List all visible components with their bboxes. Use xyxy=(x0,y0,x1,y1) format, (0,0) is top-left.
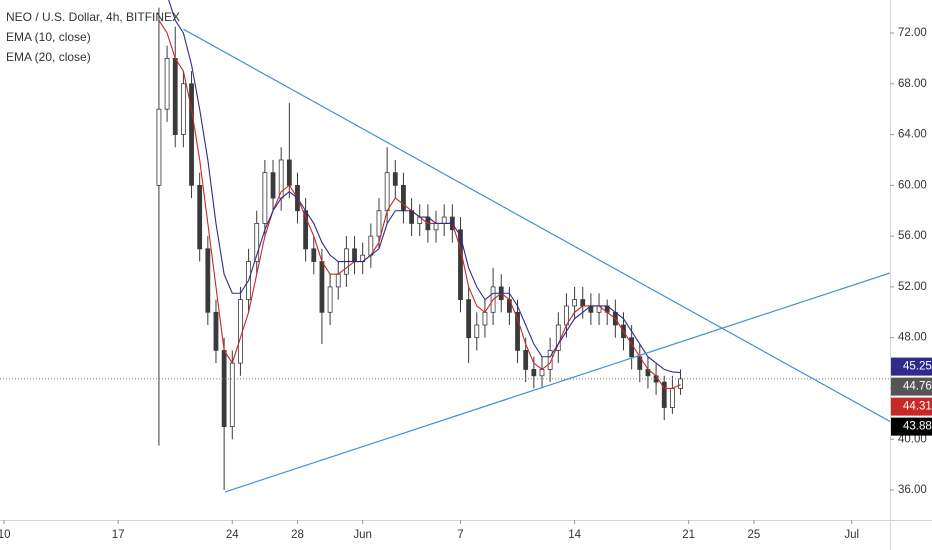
candle-body xyxy=(286,159,292,186)
y-tick-label: 64.00 xyxy=(898,129,927,141)
price-tag xyxy=(891,377,932,396)
price-tag-label: 43.88 xyxy=(903,421,932,433)
candle-body xyxy=(254,223,260,262)
x-tick-label: 10 xyxy=(0,529,10,541)
legend-entry: EMA (10, close) xyxy=(6,30,91,44)
candle-body xyxy=(229,362,235,427)
y-tick-label: 52.00 xyxy=(898,281,927,293)
x-tick-label: 7 xyxy=(457,529,463,541)
y-tick-label: 56.00 xyxy=(898,230,927,242)
candle-body xyxy=(205,248,211,313)
candle-body xyxy=(319,261,325,313)
candle-body xyxy=(221,349,227,427)
legend-entry: EMA (20, close) xyxy=(6,50,91,64)
trend-line xyxy=(224,272,890,493)
candle-body xyxy=(531,369,537,377)
x-tick-label: 28 xyxy=(291,529,304,541)
axes: 36.0040.0044.0048.0052.0056.0060.0064.00… xyxy=(0,27,932,541)
price-tag xyxy=(891,417,932,436)
candle-body xyxy=(474,324,480,339)
price-tag xyxy=(891,357,932,376)
y-tick-label: 68.00 xyxy=(898,78,927,90)
candle-body xyxy=(384,172,390,212)
candle-body xyxy=(352,248,357,262)
candle-body xyxy=(433,223,439,231)
candle-body xyxy=(572,299,577,307)
candle-body xyxy=(458,229,463,301)
candle-body xyxy=(172,57,178,135)
candle-body xyxy=(327,286,333,313)
chart-title: NEO / U.S. Dollar, 4h, BITFINEX xyxy=(6,10,180,24)
candle-body xyxy=(311,248,317,262)
candle-body xyxy=(238,299,243,364)
candle-body xyxy=(669,388,675,408)
price-tag-label: 44.31 xyxy=(903,401,932,413)
candle-body xyxy=(441,216,447,224)
y-tick-label: 48.00 xyxy=(898,332,927,344)
x-tick-label: 25 xyxy=(747,529,760,541)
candle-body xyxy=(409,210,414,224)
candle-body xyxy=(376,210,382,237)
candle-body xyxy=(523,349,529,370)
candle-body xyxy=(678,378,683,389)
candle-body xyxy=(482,311,488,326)
candle-body xyxy=(156,108,162,186)
candle-body xyxy=(580,299,586,307)
price-tag-label: 45.25 xyxy=(903,361,932,373)
y-tick-label: 36.00 xyxy=(898,484,927,496)
y-tick-label: 40.00 xyxy=(898,433,927,445)
candle-body xyxy=(335,273,341,288)
candle-body xyxy=(213,311,219,351)
candle-body xyxy=(539,369,545,377)
candle-body xyxy=(197,184,203,250)
y-tick-label: 72.00 xyxy=(898,27,927,39)
candle-body xyxy=(270,172,276,199)
candle-body xyxy=(401,184,406,212)
ema-line xyxy=(168,0,681,374)
candle-body xyxy=(515,311,520,351)
candle-body xyxy=(164,57,170,110)
candle-body xyxy=(180,83,186,135)
candle-body xyxy=(392,172,398,186)
x-tick-label: Jul xyxy=(844,529,859,541)
price-tag xyxy=(891,397,932,416)
x-tick-label: 14 xyxy=(568,529,581,541)
x-tick-label: 17 xyxy=(112,529,125,541)
x-tick-label: 21 xyxy=(682,529,695,541)
plot-area xyxy=(0,0,890,493)
x-tick-label: 24 xyxy=(226,529,239,541)
y-tick-label: 60.00 xyxy=(898,179,927,191)
price-tag-label: 44.76 xyxy=(903,381,932,393)
candle-body xyxy=(547,349,553,370)
candle-body xyxy=(661,381,667,408)
candle-body xyxy=(262,172,268,224)
candle-body xyxy=(466,299,472,339)
candle-body xyxy=(555,324,561,351)
trend-line xyxy=(183,28,890,423)
x-tick-label: Jun xyxy=(353,529,372,541)
candle-body xyxy=(189,83,194,186)
